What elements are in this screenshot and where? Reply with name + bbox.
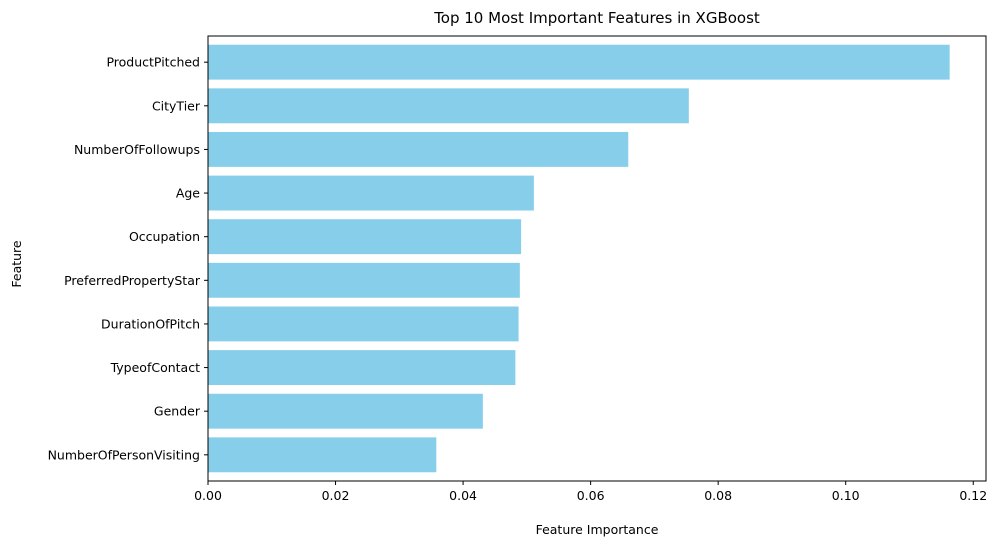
x-tick-label: 0.06	[577, 488, 605, 503]
y-axis-label: Feature	[9, 240, 24, 288]
x-tick-label: 0.02	[322, 488, 350, 503]
y-tick-label: PreferredPropertyStar	[64, 273, 201, 288]
y-axis-ticks: ProductPitched CityTier NumberOfFollowups A…	[48, 55, 208, 462]
y-tick-label: Gender	[154, 404, 201, 419]
bar-ProductPitched	[208, 44, 950, 80]
y-tick-label: TypeofContact	[110, 360, 200, 375]
bar-Gender	[208, 393, 483, 429]
y-tick-label: CityTier	[152, 98, 201, 113]
bar-DurationOfPitch	[208, 306, 519, 342]
bar-TypeofContact	[208, 350, 516, 386]
chart-title: Top 10 Most Important Features in XGBoos…	[433, 9, 760, 27]
bar-Occupation	[208, 219, 522, 255]
x-tick-label: 0.08	[704, 488, 732, 503]
x-axis-label: Feature Importance	[536, 522, 659, 537]
x-tick-label: 0.12	[959, 488, 987, 503]
y-tick-label: Occupation	[129, 229, 200, 244]
plot-frame	[207, 35, 987, 482]
bar-PreferredPropertyStar	[208, 262, 520, 298]
y-tick-label: Age	[176, 186, 200, 201]
x-tick-label: 0.04	[449, 488, 477, 503]
x-tick-label: 0.10	[832, 488, 860, 503]
y-tick-label: DurationOfPitch	[101, 316, 200, 331]
y-tick-label: NumberOfFollowups	[74, 142, 200, 157]
bar-Age	[208, 175, 534, 211]
x-tick-label: 0.00	[194, 488, 222, 503]
bar-NumberOfFollowups	[208, 131, 629, 167]
bar-NumberOfPersonVisiting	[208, 437, 437, 473]
y-tick-label: ProductPitched	[106, 55, 200, 70]
bar-CityTier	[208, 88, 689, 124]
y-tick-label: NumberOfPersonVisiting	[48, 447, 200, 462]
x-axis-ticks: 0.00 0.02 0.04 0.06 0.08 0.10 0.12	[194, 481, 987, 503]
bars-group	[208, 44, 950, 473]
